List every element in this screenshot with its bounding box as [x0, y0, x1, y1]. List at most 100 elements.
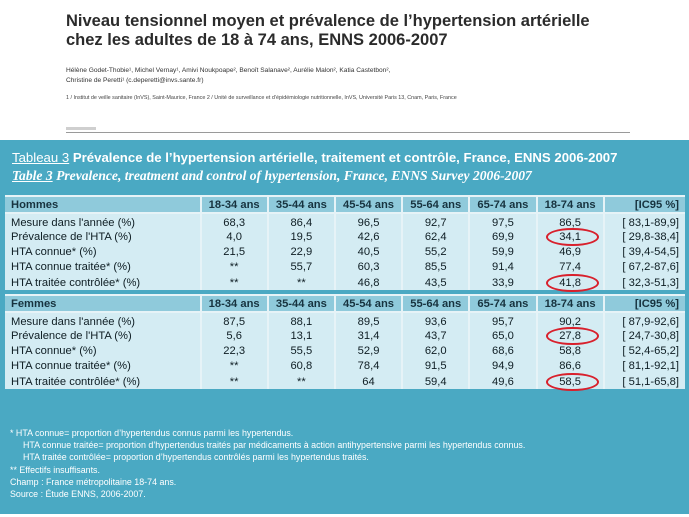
table-row: HTA traitée contrôlée* (%) ** ** 46,8 43,5 33… [5, 273, 685, 293]
value-cell: 65,0 [468, 328, 537, 344]
age-group-header: 35-44 ans [266, 195, 335, 214]
authors-line-2: Christine de Peretti¹ (c.deperetti@invs.… [66, 77, 204, 84]
table-title-en: Table 3 Prevalence, treatment and contro… [12, 168, 532, 184]
value-cell: 40,5 [333, 244, 403, 260]
row-label: HTA connue traitée* (%) [5, 259, 201, 275]
row-label: Prévalence de l'HTA (%) [5, 229, 201, 245]
footnote: Champ : France métropolitaine 18-74 ans. [10, 476, 177, 487]
value-cell: ** [199, 374, 268, 390]
ci-value: [ 24,7-30,8] [602, 328, 685, 344]
footnote: HTA connue traitée= proportion d’hyperte… [23, 440, 526, 451]
table-caption-en: Prevalence, treatment and control of hyp… [56, 168, 532, 183]
highlight-circle [545, 373, 599, 392]
total-value: 58,5 [535, 373, 604, 392]
ci-value: [ 51,1-65,8] [602, 374, 685, 390]
value-cell: 59,4 [401, 374, 470, 390]
value-cell: 31,4 [333, 328, 403, 344]
affiliations: 1 / Institut de veille sanitaire (InVS),… [66, 95, 457, 101]
group-header-row: Femmes 18-34 ans 35-44 ans 45-54 ans 55-64 a… [5, 294, 685, 314]
value-cell: 52,9 [333, 343, 403, 359]
row-label: HTA traitée contrôlée* (%) [5, 374, 201, 390]
row-label: Prévalence de l'HTA (%) [5, 328, 201, 344]
value-cell: 91,5 [401, 358, 470, 375]
value-cell: 43,5 [401, 274, 470, 291]
table-number-en: Table 3 [12, 168, 53, 183]
table-row: Mesure dans l'année (%) 68,3 86,4 96,5 92,7 9… [5, 213, 685, 229]
table-row: HTA traitée contrôlée* (%) ** ** 64 59,4 49,6… [5, 373, 685, 392]
ci-value: [ 67,2-87,6] [602, 259, 685, 275]
article-title-line-1: Niveau tensionnel moyen et prévalence de… [66, 12, 590, 30]
age-group-header: 18-34 ans [199, 195, 268, 214]
value-cell: 93,6 [401, 312, 470, 329]
value-cell: ** [199, 358, 268, 375]
total-value: 27,8 [535, 327, 604, 346]
value-cell: 46,8 [333, 274, 403, 291]
divider-stub [66, 127, 96, 130]
value-cell: ** [199, 259, 268, 275]
highlight-circle [545, 327, 599, 346]
value-cell: 19,5 [266, 229, 335, 245]
table-row: Prévalence de l'HTA (%) 4,0 19,5 42,6 62,4 69… [5, 228, 685, 247]
total-value: 90,2 [535, 312, 604, 329]
total-value: 34,1 [535, 228, 604, 247]
table-footnotes: * HTA connue= proportion d’hypertendus c… [10, 427, 680, 500]
table-row: HTA connue* (%) 21,5 22,9 40,5 55,2 59,9 46,9[… [5, 244, 685, 260]
ci-value: [ 81,1-92,1] [602, 358, 685, 375]
footnote: ** Effectifs insuffisants. [10, 464, 100, 475]
article-title-line-2: chez les adultes de 18 à 74 ans, ENNS 20… [66, 31, 448, 49]
table-title-fr: Tableau 3 Prévalence de l’hypertension a… [12, 150, 617, 165]
age-group-header: 45-54 ans [333, 195, 403, 214]
value-cell: 55,5 [266, 343, 335, 359]
age-group-header: 55-64 ans [401, 294, 470, 314]
value-cell: 95,7 [468, 312, 537, 329]
value-cell: 59,9 [468, 244, 537, 260]
divider [66, 132, 630, 133]
article-header: Niveau tensionnel moyen et prévalence de… [66, 12, 626, 102]
value-cell: 60,3 [333, 259, 403, 275]
value-cell: 13,1 [266, 328, 335, 344]
value-cell: ** [266, 374, 335, 390]
total-value: 77,4 [535, 259, 604, 275]
total-value: 41,8 [535, 273, 604, 293]
table-row: Mesure dans l'année (%) 87,5 88,1 89,5 93,6 9… [5, 312, 685, 329]
footnote: Source : Étude ENNS, 2006-2007. [10, 489, 146, 500]
value-cell: 68,6 [468, 343, 537, 359]
value-cell: ** [266, 274, 335, 291]
total-value: 86,6 [535, 358, 604, 375]
table-row: Prévalence de l'HTA (%) 5,6 13,1 31,4 43,7 65… [5, 327, 685, 346]
value-cell: 85,5 [401, 259, 470, 275]
total-value: 58,8 [535, 343, 604, 359]
value-cell: 64 [333, 374, 403, 390]
value-cell: 22,3 [199, 343, 268, 359]
ci-header: [IC95 %] [602, 195, 685, 214]
value-cell: 92,7 [401, 213, 470, 229]
value-cell: 42,6 [333, 229, 403, 245]
table-caption-fr: Prévalence de l’hypertension artérielle,… [72, 150, 618, 165]
value-cell: 22,9 [266, 244, 335, 260]
hypertension-table: Hommes 18-34 ans 35-44 ans 45-54 ans 55-64 a… [5, 195, 685, 392]
age-group-header: 18-34 ans [199, 294, 268, 314]
age-group-header: 18-74 ans [535, 294, 604, 314]
row-label: HTA connue traitée* (%) [5, 358, 201, 375]
value-cell: 62,0 [401, 343, 470, 359]
value-cell: 96,5 [333, 213, 403, 229]
footnote: HTA traitée contrôlée= proportion d’hype… [23, 452, 369, 463]
authors-line-1: Hélène Godet-Thobie¹, Michel Vernay¹, Am… [66, 67, 391, 74]
age-group-header: 35-44 ans [266, 294, 335, 314]
value-cell: 55,2 [401, 244, 470, 260]
value-cell: 49,6 [468, 374, 537, 390]
value-cell: 91,4 [468, 259, 537, 275]
value-cell: ** [199, 274, 268, 291]
table-row: HTA connue traitée* (%) ** 55,7 60,3 85,5 91,… [5, 259, 685, 275]
value-cell: 4,0 [199, 229, 268, 245]
value-cell: 21,5 [199, 244, 268, 260]
ci-header: [IC95 %] [602, 294, 685, 314]
row-label: Mesure dans l'année (%) [5, 312, 201, 329]
table-number-fr: Tableau 3 [12, 150, 70, 165]
value-cell: 78,4 [333, 358, 403, 375]
highlight-circle [545, 228, 599, 247]
row-label: HTA connue* (%) [5, 244, 201, 260]
value-cell: 89,5 [333, 312, 403, 329]
age-group-header: 65-74 ans [468, 294, 537, 314]
value-cell: 60,8 [266, 358, 335, 375]
